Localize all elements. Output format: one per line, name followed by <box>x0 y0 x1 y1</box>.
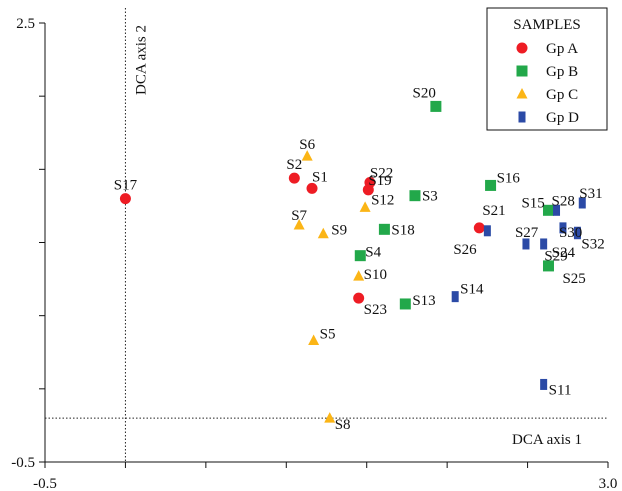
point-label-s27: S27 <box>515 225 539 241</box>
x-tick-label: -0.5 <box>33 476 57 491</box>
point-label-s15: S15 <box>521 195 544 211</box>
legend-label-1: Gp A <box>546 41 578 57</box>
y-tick-label: -0.5 <box>11 455 35 471</box>
data-point-s28 <box>553 204 561 216</box>
data-point-s25 <box>542 260 554 272</box>
legend-marker-3 <box>516 88 528 99</box>
data-point-s27 <box>522 238 530 250</box>
data-point-s6 <box>301 150 313 161</box>
point-label-s5: S5 <box>320 327 336 343</box>
point-label-s32: S32 <box>581 237 604 253</box>
data-points <box>119 100 586 423</box>
data-point-s19 <box>362 184 374 196</box>
point-label-s7: S7 <box>291 208 307 224</box>
data-point-s15 <box>542 204 554 216</box>
point-label-s31: S31 <box>579 186 602 202</box>
data-point-s20 <box>430 100 442 112</box>
point-label-s20: S20 <box>413 85 436 101</box>
point-label-s21: S21 <box>482 203 505 219</box>
data-point-s30 <box>559 222 567 234</box>
point-label-s13: S13 <box>412 293 435 309</box>
reference-lines: DCA axis 2 DCA axis 1 <box>45 8 608 462</box>
data-point-s18 <box>378 223 390 235</box>
point-label-s1: S1 <box>312 169 328 185</box>
data-point-s31 <box>578 197 586 209</box>
horizontal-reference-label: DCA axis 1 <box>512 432 582 448</box>
point-label-s18: S18 <box>391 222 414 238</box>
point-label-s23: S23 <box>364 302 387 318</box>
y-tick-label: 2.5 <box>16 16 35 32</box>
data-point-s3 <box>409 190 421 202</box>
point-label-s26: S26 <box>453 242 477 258</box>
legend-title: SAMPLES <box>513 17 581 33</box>
data-point-s26 <box>483 225 491 237</box>
point-label-s10: S10 <box>364 267 387 283</box>
point-label-s24: S24 <box>552 245 576 261</box>
data-point-s23 <box>353 292 365 304</box>
vertical-reference-label: DCA axis 2 <box>133 25 149 95</box>
data-point-s13 <box>399 298 411 310</box>
data-point-s21 <box>473 222 485 234</box>
point-label-s12: S12 <box>371 192 394 208</box>
point-label-s3: S3 <box>422 189 438 205</box>
x-tick-label: 3.0 <box>599 476 618 491</box>
data-point-s7 <box>293 218 305 230</box>
data-point-s1 <box>306 182 318 194</box>
point-label-s17: S17 <box>114 178 138 194</box>
point-label-s16: S16 <box>497 170 521 186</box>
point-label-s29: S29 <box>544 248 567 264</box>
point-label-s25: S25 <box>562 271 585 287</box>
data-point-s16 <box>485 179 497 191</box>
point-label-s4: S4 <box>365 245 381 261</box>
point-label-s6: S6 <box>299 137 315 153</box>
point-label-s22: S22 <box>370 166 393 182</box>
point-label-s8: S8 <box>335 417 351 433</box>
legend-label-4: Gp D <box>546 110 579 126</box>
data-point-s14 <box>451 291 459 303</box>
legend-marker-2 <box>516 65 528 77</box>
data-point-s12 <box>359 201 371 212</box>
data-point-s11 <box>540 378 548 390</box>
data-point-s24 <box>540 238 548 250</box>
legend-marker-4 <box>518 111 526 123</box>
data-point-s32 <box>573 228 581 240</box>
point-label-s9: S9 <box>331 223 347 239</box>
data-point-s8 <box>324 412 336 423</box>
data-point-s9 <box>317 227 329 239</box>
legend: SAMPLES Gp A Gp B Gp C Gp D <box>486 7 608 131</box>
legend-box <box>486 7 608 131</box>
data-point-s4 <box>354 250 366 262</box>
point-label-s30: S30 <box>559 225 582 241</box>
data-point-s2 <box>288 172 300 184</box>
legend-label-3: Gp C <box>546 87 578 103</box>
legend-label-2: Gp B <box>546 64 578 80</box>
data-point-s17 <box>119 193 131 205</box>
point-label-s2: S2 <box>286 157 302 173</box>
point-label-s28: S28 <box>552 193 575 209</box>
legend-marker-1 <box>516 42 528 54</box>
point-label-s11: S11 <box>549 382 572 398</box>
axes: -0.5 3.0 2.5 -0.5 <box>11 16 617 491</box>
point-label-s14: S14 <box>460 282 484 298</box>
data-point-s10 <box>353 270 365 281</box>
point-label-s19: S19 <box>368 173 391 189</box>
data-point-s5 <box>308 334 320 346</box>
